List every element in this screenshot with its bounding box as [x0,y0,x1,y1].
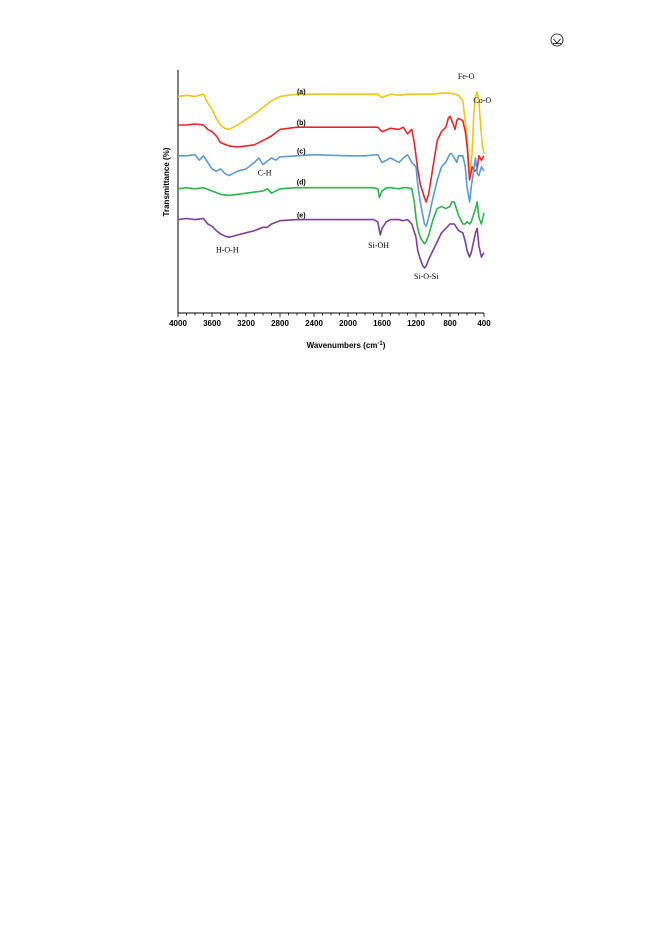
annotation-label: Si-O-Si [414,272,439,281]
series-label-c: (c) [297,149,306,156]
series-line-e [177,217,485,269]
series-line-c [178,152,485,227]
x-tick-label: 800 [443,319,457,328]
x-tick-label: 3600 [203,319,221,328]
series-labels: (a) (b) (c) (d) (e) [297,89,306,219]
series-label-e: (e) [297,212,306,219]
circled-arrow-down-icon [550,33,564,47]
series-line-b [178,115,485,203]
x-axis-ticks [177,313,485,317]
x-tick-label: 2800 [271,319,289,328]
annotation-label: Co-O [473,96,491,105]
series-label-d: (d) [297,179,306,186]
x-tick-label: 3200 [237,319,255,328]
annotation-label: Si-OH [368,241,389,250]
x-axis-title-superscript: -1 [377,341,383,347]
annotation-label: H-O-H [216,246,239,255]
x-tick-label: 400 [477,319,491,328]
x-tick-label: 1600 [373,319,391,328]
band-annotations: Fe-O Co-O C-H H-O-H Si-OH Si-O-Si [216,72,491,281]
series-label-a: (a) [297,89,306,96]
y-axis-title: Transmittance (%) [162,147,171,216]
x-tick-label: 4000 [169,319,187,328]
x-tick-label: 2000 [339,319,357,328]
x-axis-title: Wavenumbers (cm-1) [307,341,386,350]
series-line-a [177,91,485,177]
annotation-label: C-H [258,169,272,178]
x-axis-title-main: Wavenumbers (cm [307,341,378,350]
x-tick-label: 2400 [305,319,323,328]
x-axis-title-close: ) [383,341,386,350]
series-line-d [177,186,485,245]
x-axis-tick-labels: 4000 3600 3200 2800 2400 2000 1600 1200 800 400 [169,319,491,328]
series-lines [177,91,485,269]
series-label-b: (b) [297,120,306,127]
annotation-label: Fe-O [458,72,475,81]
x-tick-label: 1200 [407,319,425,328]
